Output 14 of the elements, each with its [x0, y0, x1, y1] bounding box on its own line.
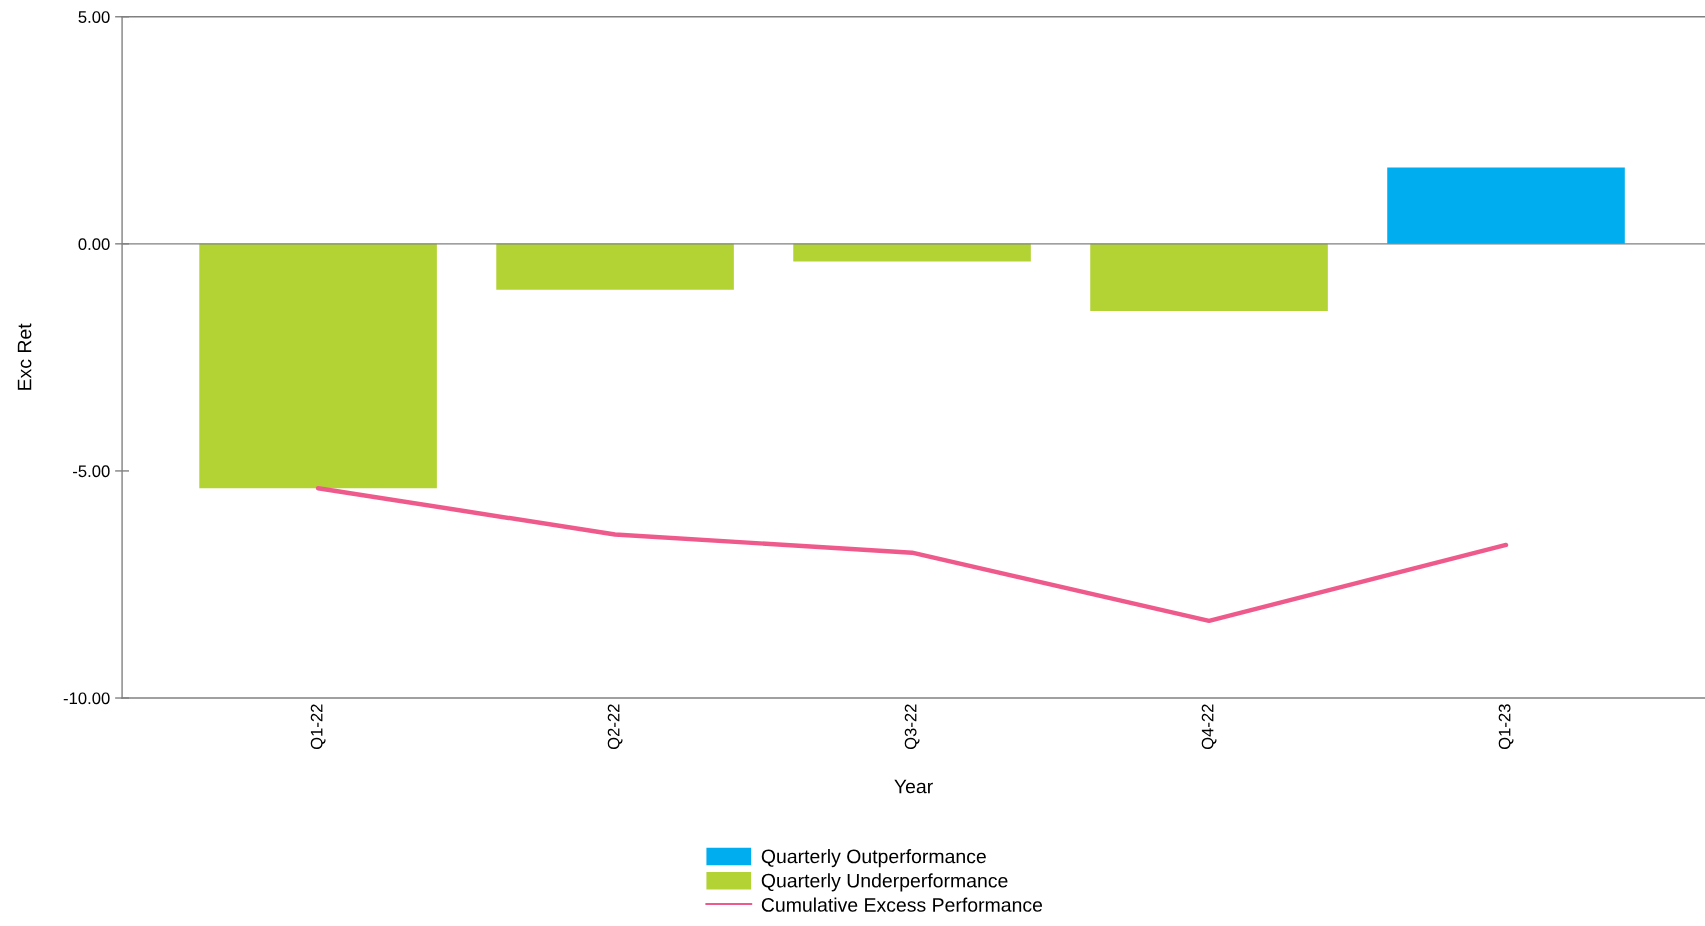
x-tick-label: Q3-22: [904, 704, 920, 750]
legend-label: Quarterly Underperformance: [761, 873, 1008, 892]
y-tick-label: -10.00: [63, 692, 110, 705]
legend-label: Cumulative Excess Performance: [761, 897, 1043, 912]
y-axis-title: Exc Ret: [17, 323, 32, 390]
x-axis-title: Year: [894, 779, 933, 794]
x-tick-label: Q1-22: [310, 704, 326, 750]
x-tick-label: Q4-22: [1201, 704, 1217, 750]
y-tick-label: 0.00: [78, 238, 110, 251]
x-tick-label: Q1-23: [1498, 704, 1514, 750]
legend-label: Quarterly Outperformance: [761, 849, 986, 868]
x-tick-label: Q2-22: [607, 704, 623, 750]
y-tick-label: -5.00: [73, 465, 110, 478]
y-tick-label: 5.00: [78, 11, 110, 23]
